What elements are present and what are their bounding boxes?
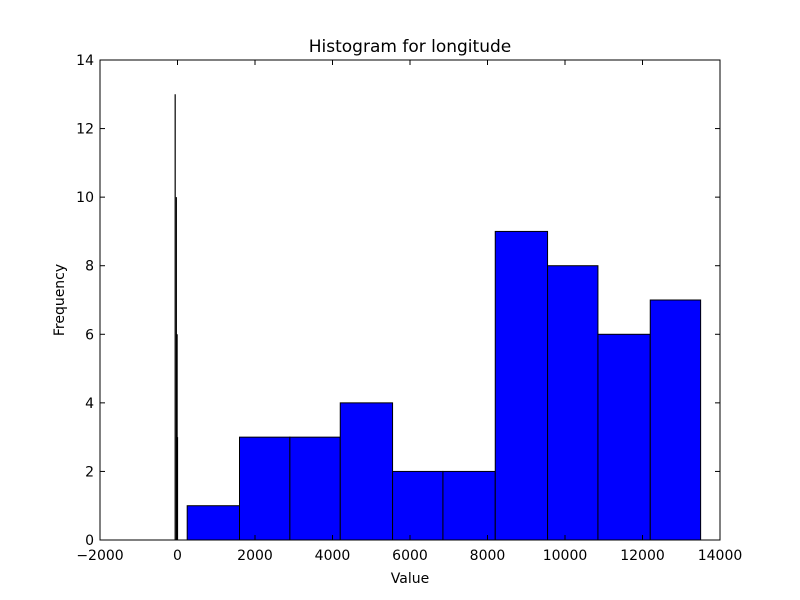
- bars-group: [186, 230, 702, 541]
- histogram-bar-10: [649, 299, 702, 541]
- y-axis-ticks: 0 2 4 6 8 10 12 14: [76, 53, 720, 549]
- histogram-bar-5: [392, 470, 444, 541]
- histogram-bar-9: [597, 333, 651, 541]
- y-axis-label: Frequency: [52, 264, 68, 336]
- histogram-bar-4: [339, 402, 394, 541]
- x-axis-ticks: −2000 0 2000 4000 6000 8000 10000 12000 14000: [76, 60, 742, 564]
- x-axis-label: Value: [391, 571, 429, 587]
- x-tick-label-7: 10000: [543, 548, 588, 564]
- y-tick-label-8: 14: [76, 53, 94, 69]
- y-tick-label-2: 2: [85, 464, 94, 480]
- x-tick-label-3: 2000: [237, 548, 273, 564]
- chart-title: Histogram for longitude: [309, 37, 511, 57]
- x-tick-label-6: 8000: [470, 548, 506, 564]
- histogram-bar-8: [547, 265, 599, 541]
- y-tick-label-1: 0: [85, 533, 94, 549]
- spikes-group: [174, 94, 179, 540]
- y-tick-label-7: 12: [76, 122, 94, 138]
- histogram-bar-1: [186, 505, 240, 541]
- x-tick-label-2: 0: [173, 548, 182, 564]
- x-tick-label-5: 6000: [392, 548, 428, 564]
- histogram-bar-3: [289, 436, 341, 541]
- y-tick-label-5: 8: [85, 259, 94, 275]
- y-tick-label-4: 6: [85, 327, 94, 343]
- x-tick-label-1: −2000: [76, 548, 123, 564]
- histogram-bar-2: [239, 436, 291, 541]
- x-tick-label-8: 12000: [620, 548, 665, 564]
- x-tick-label-4: 4000: [315, 548, 351, 564]
- histogram-bar-7: [494, 230, 549, 541]
- y-tick-label-6: 10: [76, 190, 94, 206]
- histogram-bar-6: [442, 470, 496, 541]
- y-tick-label-3: 4: [85, 396, 94, 412]
- x-tick-label-9: 14000: [698, 548, 743, 564]
